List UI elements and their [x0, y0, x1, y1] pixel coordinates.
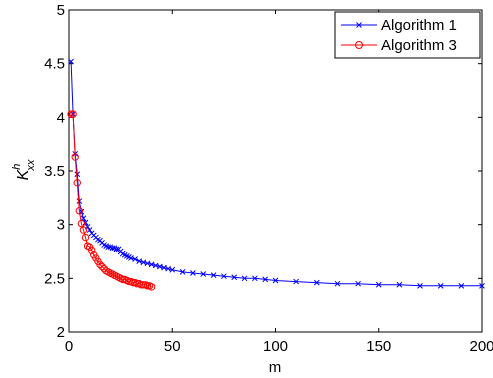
data-point: [210, 272, 217, 278]
x-tick-label: 200: [469, 338, 493, 355]
y-tick-label: 4: [57, 109, 65, 126]
data-point: [140, 259, 147, 266]
legend-entry: Algorithm 3: [341, 37, 457, 54]
series-1: [68, 58, 485, 289]
data-point: [437, 282, 444, 289]
data-point: [165, 265, 171, 272]
data-point: [148, 261, 155, 268]
x-tick-label: 50: [164, 338, 181, 355]
data-point: [109, 245, 116, 252]
y-tick-label: 4.5: [44, 56, 65, 73]
legend-box: [334, 11, 481, 59]
data-point: [179, 269, 186, 275]
data-point: [74, 171, 81, 178]
data-point: [231, 274, 238, 281]
y-axis-label-main: K: [15, 168, 32, 180]
data-point: [190, 270, 196, 276]
data-point: [169, 266, 176, 273]
series-2: [67, 110, 156, 291]
data-point: [152, 262, 159, 269]
data-point: [86, 227, 93, 233]
x-tick-label: 150: [366, 338, 391, 355]
data-point: [157, 263, 163, 270]
data-point: [396, 281, 403, 288]
y-axis: 2 2.5 3 3.5 4 4.5 5: [44, 2, 482, 341]
data-point: [80, 215, 87, 222]
data-point: [76, 198, 83, 204]
data-point: [81, 233, 90, 242]
y-tick-label: 2.5: [44, 270, 65, 287]
data-point: [458, 282, 465, 289]
data-point: [128, 255, 134, 261]
legend: Algorithm 1 Algorithm 3: [334, 11, 481, 59]
data-point: [221, 273, 227, 280]
x-axis: 0 50 100 150 200: [65, 10, 493, 355]
plot-frame: [68, 9, 483, 333]
legend-label: Algorithm 3: [381, 37, 457, 54]
x-tick-label: 0: [65, 338, 73, 355]
data-point: [313, 279, 320, 286]
legend-marker: [356, 22, 362, 28]
data-point: [98, 262, 106, 271]
data-point: [67, 110, 75, 118]
data-point: [293, 278, 300, 285]
data-point: [334, 280, 341, 287]
x-axis-label: m: [269, 359, 282, 376]
data-point: [96, 260, 104, 269]
data-point: [88, 246, 96, 255]
x-tick-label: 100: [263, 338, 288, 355]
data-point: [479, 282, 485, 289]
data-point: [79, 226, 88, 234]
data-point: [200, 271, 207, 277]
data-point: [75, 207, 84, 215]
data-point: [144, 260, 151, 267]
data-point: [147, 283, 156, 291]
data-point: [69, 110, 77, 118]
y-axis-label: Kh xx: [11, 159, 37, 180]
data-point: [272, 277, 279, 284]
y-axis-label-sub: xx: [25, 159, 37, 172]
data-point: [241, 275, 248, 282]
y-tick-label: 3: [57, 217, 65, 234]
y-axis-label-sup: h: [11, 164, 23, 170]
data-point: [143, 282, 152, 290]
legend-label: Algorithm 1: [381, 17, 457, 34]
y-tick-label: 5: [57, 2, 65, 19]
legend-marker: [355, 41, 363, 49]
data-point: [77, 219, 86, 228]
series-layer: [67, 58, 485, 291]
legend-entry: Algorithm 1: [341, 17, 457, 34]
data-point: [113, 246, 120, 253]
data-point: [73, 179, 81, 187]
y-tick-label: 3.5: [44, 163, 65, 180]
data-point: [355, 280, 361, 287]
data-point: [71, 153, 79, 161]
data-point: [251, 275, 258, 282]
y-tick-label: 2: [57, 324, 65, 341]
data-point: [136, 258, 143, 265]
data-point: [132, 256, 138, 262]
plot-area: [68, 9, 483, 333]
data-point: [417, 282, 423, 289]
data-point: [105, 244, 112, 251]
data-point: [262, 276, 269, 283]
data-point: [161, 264, 167, 271]
data-point: [375, 281, 382, 288]
data-point: [68, 58, 74, 65]
